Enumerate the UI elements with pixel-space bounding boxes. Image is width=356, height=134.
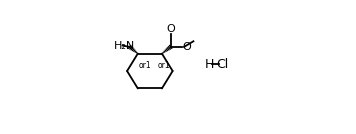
Text: or1: or1 bbox=[157, 61, 170, 70]
Text: H₂N: H₂N bbox=[114, 41, 136, 51]
Text: or1: or1 bbox=[139, 61, 152, 70]
Text: Cl: Cl bbox=[216, 58, 228, 71]
Text: O: O bbox=[166, 23, 175, 34]
Text: O: O bbox=[182, 42, 191, 52]
Text: H: H bbox=[205, 58, 214, 71]
